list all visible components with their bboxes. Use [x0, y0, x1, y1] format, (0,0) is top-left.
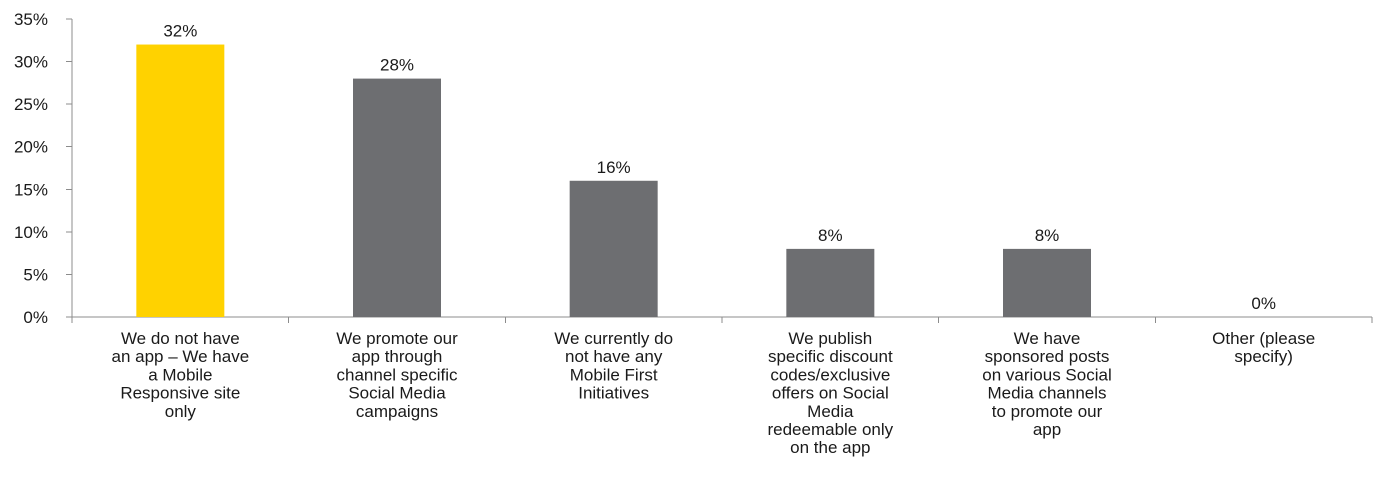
data-label: 8%	[1035, 226, 1060, 245]
y-tick-label: 10%	[14, 223, 48, 242]
category-label-line: Social Media	[348, 384, 446, 403]
bars	[136, 44, 1091, 318]
category-label: We promote our app through channel specifi…	[336, 329, 458, 421]
y-tick-label: 15%	[14, 180, 48, 199]
category-label: We do not have an app – We have a Mobile Re…	[111, 329, 249, 421]
category-label-line: Mobile First	[570, 365, 658, 384]
category-label-line: on various Social	[982, 365, 1111, 384]
category-label-line: We do not have	[121, 329, 240, 348]
category-label: We currently do not have any Mobile First I…	[554, 329, 673, 403]
category-label-line: We have	[1014, 329, 1081, 348]
category-label-line: a Mobile	[148, 365, 212, 384]
category-label-line: app through	[352, 347, 443, 366]
category-label-line: codes/exclusive	[770, 365, 890, 384]
category-label-line: Initiatives	[578, 384, 649, 403]
category-label-line: specify)	[1234, 347, 1293, 366]
data-label: 32%	[163, 22, 197, 41]
category-label-line: Media channels	[987, 384, 1106, 403]
category-label: We have sponsored posts on various Social M…	[982, 329, 1111, 439]
y-tick-label: 30%	[14, 53, 48, 72]
data-label: 16%	[597, 158, 631, 177]
data-labels: 32% 28% 16% 8% 8% 0%	[163, 22, 1276, 313]
y-tick-label: 25%	[14, 95, 48, 114]
y-tick-label: 35%	[14, 10, 48, 29]
category-label-line: app	[1033, 420, 1061, 439]
category-label: We publish specific discount codes/exclusi…	[767, 329, 893, 457]
category-label-line: sponsored posts	[985, 347, 1110, 366]
category-label-line: redeemable only	[767, 420, 893, 439]
bar	[353, 78, 441, 317]
category-label-line: only	[165, 402, 197, 421]
category-label: Other (please specify)	[1212, 329, 1315, 366]
category-label-line: Responsive site	[120, 384, 240, 403]
category-label-line: campaigns	[356, 402, 438, 421]
category-label-line: an app – We have	[111, 347, 249, 366]
category-labels: We do not have an app – We have a Mobile Re…	[111, 329, 1315, 457]
data-label: 28%	[380, 56, 414, 75]
category-label-line: to promote our	[992, 402, 1103, 421]
data-label: 8%	[818, 226, 843, 245]
y-tick-label: 5%	[23, 265, 48, 284]
x-axis	[71, 316, 1373, 323]
bar	[786, 248, 875, 317]
category-label-line: We publish	[788, 329, 872, 348]
category-label-line: Media	[807, 402, 854, 421]
category-label-line: Other (please	[1212, 329, 1315, 348]
category-label-line: channel specific	[337, 365, 458, 384]
category-label-line: not have any	[565, 347, 663, 366]
data-label: 0%	[1251, 294, 1276, 313]
category-label-line: offers on Social	[772, 384, 889, 403]
category-label-line: specific discount	[768, 347, 893, 366]
category-label-line: We currently do	[554, 329, 673, 348]
y-tick-label: 0%	[23, 308, 48, 327]
bar	[1003, 248, 1091, 317]
y-tick-label: 20%	[14, 138, 48, 157]
category-label-line: on the app	[790, 438, 870, 457]
bar	[569, 180, 658, 317]
y-axis: 0% 5% 10% 15% 20% 25% 30% 35%	[14, 10, 73, 327]
bar	[136, 44, 225, 318]
category-label-line: We promote our	[336, 329, 458, 348]
